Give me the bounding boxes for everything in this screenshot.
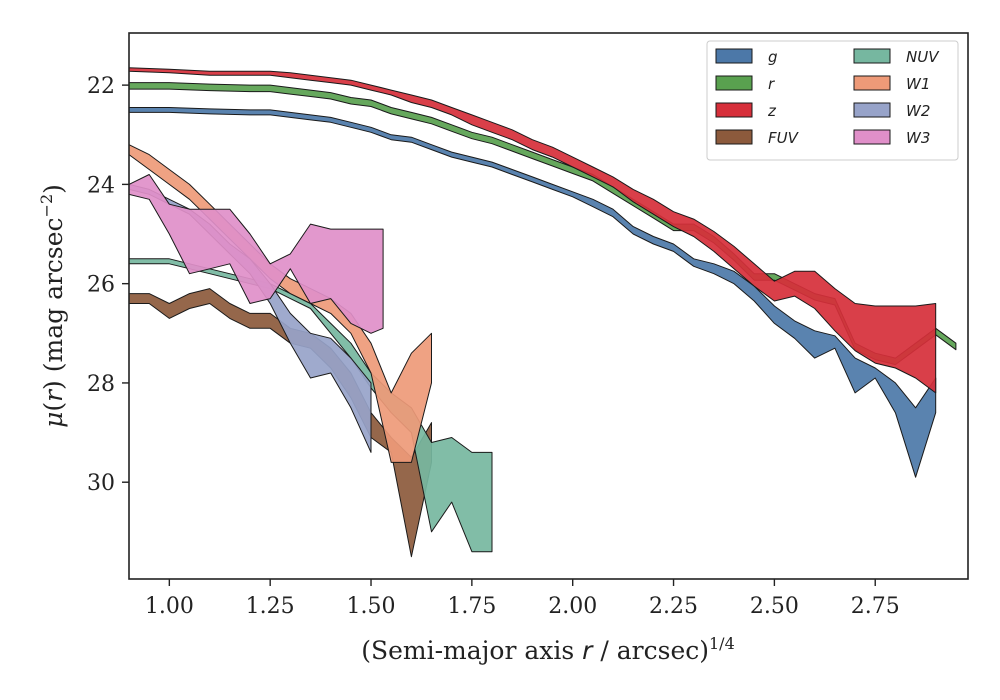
- x-tick-label: 1.00: [145, 594, 194, 619]
- band-z: [129, 67, 937, 394]
- x-tick-label: 2.00: [548, 594, 597, 619]
- band-g: [129, 107, 937, 478]
- plot-frame: [128, 32, 969, 580]
- y-tick-label: 30: [87, 471, 115, 496]
- legend-swatch-z: [715, 102, 753, 118]
- band-w3: [129, 174, 384, 334]
- x-tick-label: 1.50: [347, 594, 396, 619]
- x-axis-title: (Semi-major axis r / arcsec)1/4: [361, 634, 735, 665]
- legend-label-z: z: [767, 102, 777, 120]
- legend-swatch-w3: [853, 129, 891, 145]
- y-tick-label: 26: [87, 273, 115, 298]
- legend-label-w1: W1: [906, 75, 930, 93]
- y-tick-label: 28: [87, 372, 115, 397]
- axis-ticks: 1.00 1.25 1.50 1.75 2.00 2.25 2.50 2.75 22 24 26 28…: [87, 74, 900, 619]
- legend-label-r: r: [768, 75, 775, 93]
- legend-swatch-r: [715, 75, 753, 91]
- legend-swatch-fuv: [715, 129, 753, 145]
- band-r: [129, 82, 957, 366]
- legend-swatch-w2: [853, 102, 891, 118]
- x-tick-label: 2.25: [649, 594, 698, 619]
- legend-swatch-w1: [853, 75, 891, 91]
- legend-label-w2: W2: [906, 102, 930, 120]
- legend-box: [706, 40, 959, 161]
- x-tick-label: 1.25: [246, 594, 295, 619]
- y-tick-label: 24: [87, 173, 115, 198]
- legend-label-nuv: NUV: [906, 48, 940, 66]
- legend-swatch-nuv: [853, 48, 891, 64]
- x-tick-label: 2.50: [750, 594, 799, 619]
- legend-label-w3: W3: [906, 129, 930, 147]
- x-tick-label: 2.75: [851, 594, 900, 619]
- legend: grz FUV NUV W1 W2 W3: [706, 40, 959, 161]
- profile-bands: [129, 67, 957, 558]
- legend-swatch-g: [715, 48, 753, 64]
- y-tick-label: 22: [87, 74, 115, 99]
- legend-label-fuv: FUV: [768, 129, 800, 147]
- x-tick-label: 1.75: [447, 594, 496, 619]
- legend-label-g: g: [768, 48, 778, 66]
- y-axis-title: μ(r) (mag arcsec−2): [37, 184, 68, 428]
